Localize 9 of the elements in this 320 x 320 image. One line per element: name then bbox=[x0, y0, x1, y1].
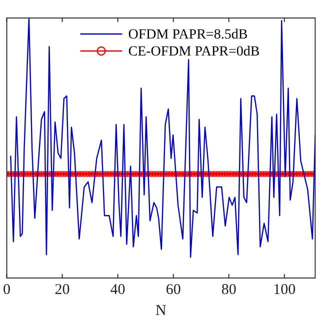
x-tick-label: 60 bbox=[166, 282, 181, 298]
x-tick-label: 20 bbox=[54, 282, 70, 298]
x-tick-label: 100 bbox=[273, 282, 296, 298]
legend-label: CE-OFDM PAPR=0dB bbox=[128, 44, 260, 60]
x-axis-title: N bbox=[156, 302, 167, 319]
x-tick-label: 40 bbox=[110, 282, 126, 298]
legend-label: OFDM PAPR=8.5dB bbox=[128, 28, 248, 43]
x-tick-label: 0 bbox=[3, 282, 10, 298]
x-tick-label: 80 bbox=[221, 282, 236, 298]
